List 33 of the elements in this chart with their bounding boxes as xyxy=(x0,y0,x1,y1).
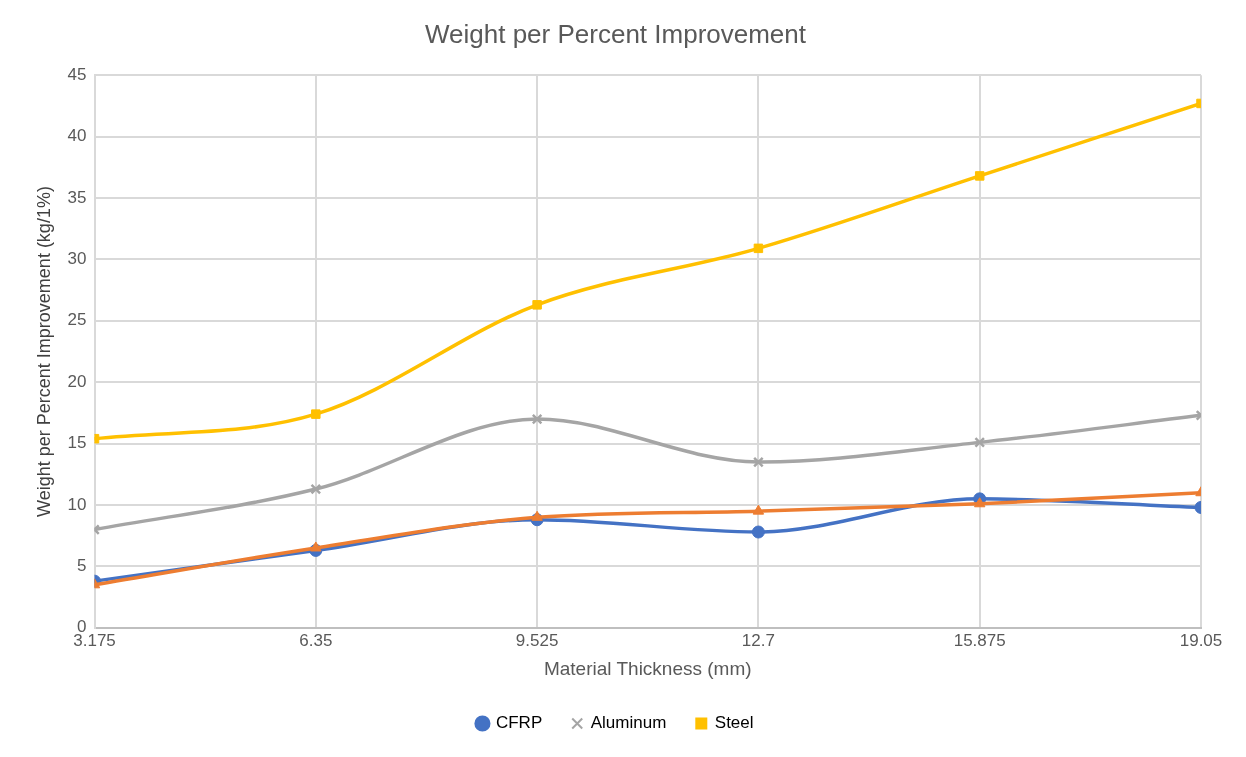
x-tick-label: 12.7 xyxy=(741,630,775,650)
y-tick-label: 10 xyxy=(67,494,87,514)
point xyxy=(974,497,986,508)
x-axis-title: Material Thickness (mm) xyxy=(543,657,752,679)
y-tick-label: 20 xyxy=(67,371,87,391)
y-tick-label: 25 xyxy=(67,310,87,330)
point xyxy=(752,504,765,515)
legend-label: Steel xyxy=(714,713,754,733)
y-tick-label: 15 xyxy=(67,433,87,453)
x-tick-label: 9.525 xyxy=(515,630,559,650)
y-tick-label: 35 xyxy=(67,187,87,207)
point xyxy=(311,409,321,419)
point xyxy=(531,510,543,521)
point xyxy=(751,525,765,539)
point xyxy=(310,483,322,495)
point xyxy=(752,456,764,468)
x-tick-label: 6.35 xyxy=(299,630,333,650)
legend-label: CFRP xyxy=(495,713,543,733)
y-tick-label: 30 xyxy=(67,249,87,269)
point xyxy=(974,171,985,181)
y-tick-label: 45 xyxy=(67,64,87,84)
y-axis-title: Weight per Percent Improvement (kg/1%) xyxy=(33,186,54,517)
y-tick-label: 40 xyxy=(67,126,87,146)
point xyxy=(974,436,986,448)
point xyxy=(753,243,764,254)
point xyxy=(531,413,543,425)
chart-title: Weight per Percent Improvement xyxy=(424,18,807,49)
x-tick-label: 15.875 xyxy=(953,630,1006,650)
point xyxy=(532,300,542,310)
point xyxy=(310,541,322,552)
legend-label: Aluminum xyxy=(590,713,667,733)
x-tick-label: 19.05 xyxy=(1179,630,1223,650)
y-tick-label: 5 xyxy=(77,556,87,576)
